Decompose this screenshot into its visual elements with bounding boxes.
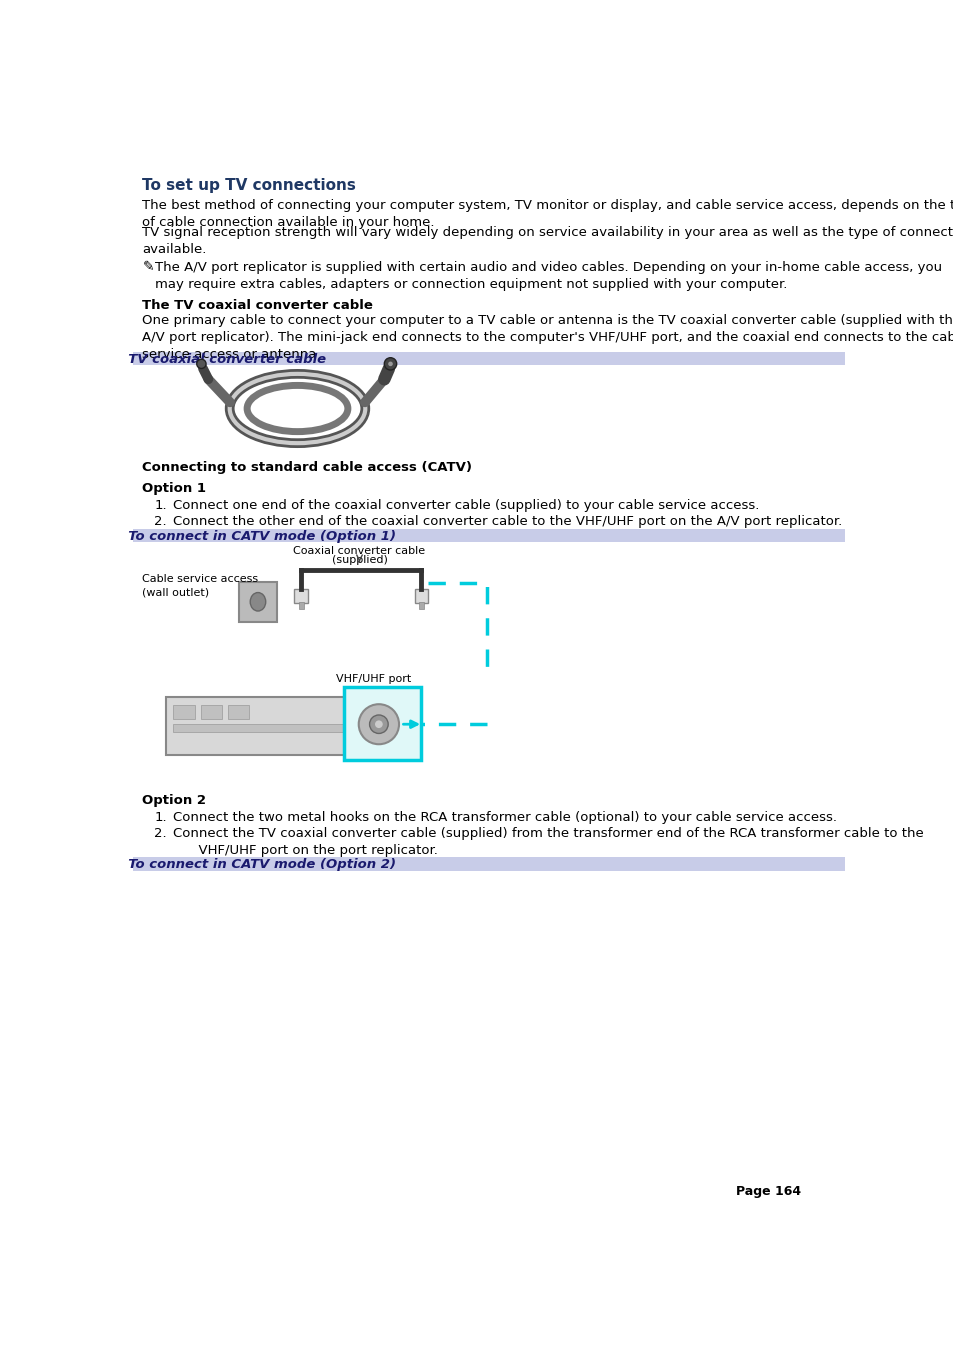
Text: To set up TV connections: To set up TV connections — [142, 177, 356, 193]
Text: (supplied): (supplied) — [332, 555, 387, 565]
Bar — [415, 589, 428, 604]
Text: 1.: 1. — [154, 811, 167, 824]
Text: Coaxial converter cable: Coaxial converter cable — [294, 546, 425, 555]
Circle shape — [384, 358, 396, 370]
Text: The TV coaxial converter cable: The TV coaxial converter cable — [142, 299, 373, 312]
Bar — [133, 530, 843, 543]
Bar — [166, 697, 367, 755]
Text: ✎: ✎ — [142, 261, 154, 274]
Bar — [228, 705, 249, 719]
Text: 2.: 2. — [154, 515, 167, 528]
Text: 1.: 1. — [154, 499, 167, 512]
Text: Connecting to standard cable access (CATV): Connecting to standard cable access (CAT… — [142, 461, 472, 474]
Text: Option 2: Option 2 — [142, 793, 206, 807]
Bar — [298, 601, 303, 609]
Text: The A/V port replicator is supplied with certain audio and video cables. Dependi: The A/V port replicator is supplied with… — [154, 261, 941, 290]
Text: 2.: 2. — [154, 827, 167, 840]
Bar — [344, 688, 421, 761]
Bar — [294, 589, 308, 604]
Bar — [133, 858, 843, 870]
Text: Page 164: Page 164 — [736, 1185, 801, 1198]
Circle shape — [375, 720, 382, 728]
Text: To connect in CATV mode (Option 2): To connect in CATV mode (Option 2) — [119, 858, 395, 871]
Circle shape — [388, 362, 393, 366]
Circle shape — [360, 720, 373, 732]
Text: Connect the TV coaxial converter cable (supplied) from the transformer end of th: Connect the TV coaxial converter cable (… — [173, 827, 923, 858]
Circle shape — [196, 359, 206, 369]
Bar — [133, 353, 843, 365]
Text: Option 1: Option 1 — [142, 482, 206, 494]
Text: Connect the other end of the coaxial converter cable to the VHF/UHF port on the : Connect the other end of the coaxial con… — [173, 515, 841, 528]
Bar — [239, 582, 276, 621]
Circle shape — [369, 715, 388, 734]
Text: TV signal reception strength will vary widely depending on service availability : TV signal reception strength will vary w… — [142, 226, 953, 257]
Bar — [418, 601, 423, 609]
Circle shape — [358, 704, 398, 744]
Text: To connect in CATV mode (Option 1): To connect in CATV mode (Option 1) — [119, 530, 395, 543]
Text: Cable service access
(wall outlet): Cable service access (wall outlet) — [142, 574, 258, 597]
Bar — [173, 705, 195, 719]
Text: Connect one end of the coaxial converter cable (supplied) to your cable service : Connect one end of the coaxial converter… — [173, 499, 760, 512]
Text: One primary cable to connect your computer to a TV cable or antenna is the TV co: One primary cable to connect your comput… — [142, 313, 953, 361]
Bar — [200, 705, 222, 719]
Bar — [173, 724, 344, 732]
Text: Connect the two metal hooks on the RCA transformer cable (optional) to your cabl: Connect the two metal hooks on the RCA t… — [173, 811, 837, 824]
Text: VHF/UHF port: VHF/UHF port — [335, 674, 411, 684]
Text: The best method of connecting your computer system, TV monitor or display, and c: The best method of connecting your compu… — [142, 199, 953, 230]
Ellipse shape — [250, 593, 266, 611]
Text: TV coaxial converter cable: TV coaxial converter cable — [119, 353, 326, 366]
